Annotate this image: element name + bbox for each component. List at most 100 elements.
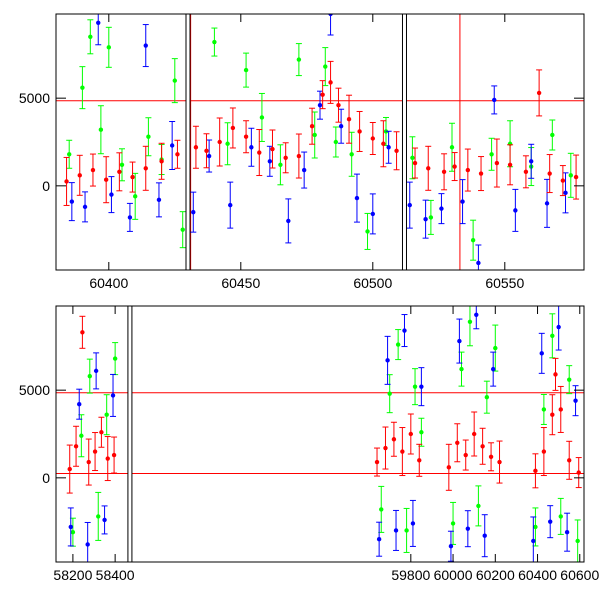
data-point xyxy=(387,391,392,396)
data-point xyxy=(217,139,222,145)
series-1 xyxy=(67,306,579,562)
y-tick-label: 5000 xyxy=(19,382,50,398)
data-point xyxy=(86,459,91,465)
data-point xyxy=(539,351,544,356)
data-point xyxy=(493,345,498,351)
data-point xyxy=(96,20,101,25)
data-point xyxy=(249,145,254,150)
data-point xyxy=(169,143,175,148)
data-point xyxy=(484,394,490,400)
data-point xyxy=(541,449,547,454)
data-point xyxy=(69,199,75,204)
data-point xyxy=(301,167,307,173)
data-point xyxy=(286,218,291,224)
data-point xyxy=(507,162,513,167)
data-point xyxy=(370,136,375,141)
data-point xyxy=(560,178,566,183)
x-tick-label: 60200 xyxy=(476,567,515,583)
data-point xyxy=(567,458,572,463)
data-point xyxy=(410,521,416,526)
x-tick-label: 60450 xyxy=(221,275,260,291)
data-point xyxy=(463,452,468,458)
data-point xyxy=(102,517,107,523)
data-point xyxy=(296,153,302,159)
data-point xyxy=(270,146,275,152)
data-point xyxy=(381,141,386,146)
plot-frame xyxy=(55,13,585,271)
data-point xyxy=(230,125,236,131)
data-point xyxy=(159,159,164,164)
data-point xyxy=(492,97,497,103)
axis-break-gap xyxy=(402,13,407,271)
data-point xyxy=(476,503,481,509)
data-point xyxy=(558,514,563,519)
data-point xyxy=(336,102,341,108)
data-point xyxy=(536,90,542,96)
data-point xyxy=(419,430,424,435)
data-point xyxy=(103,177,109,182)
y-tick-label: 5000 xyxy=(19,90,50,106)
data-point xyxy=(457,338,462,344)
data-point xyxy=(529,159,534,164)
data-point xyxy=(104,412,109,417)
data-point xyxy=(568,173,573,178)
data-point xyxy=(550,333,555,339)
data-point xyxy=(465,167,471,173)
data-point xyxy=(112,356,118,361)
x-tick-label: 60400 xyxy=(89,275,128,291)
data-point xyxy=(370,211,375,217)
data-point xyxy=(204,148,209,153)
data-point xyxy=(460,199,465,204)
data-point xyxy=(459,366,464,372)
data-point xyxy=(465,526,471,531)
data-point xyxy=(428,215,434,220)
data-point xyxy=(426,166,431,171)
data-point xyxy=(225,141,230,146)
data-point xyxy=(77,173,82,178)
data-point xyxy=(243,67,249,73)
data-point xyxy=(450,521,456,526)
data-point xyxy=(323,64,328,69)
data-point xyxy=(553,372,558,377)
axis-break-gap xyxy=(186,13,190,271)
data-point xyxy=(383,445,388,451)
data-point xyxy=(523,169,529,175)
data-point xyxy=(394,148,399,153)
data-point xyxy=(278,162,283,167)
data-point xyxy=(556,324,561,330)
data-point xyxy=(575,538,580,544)
x-tick-label: 60000 xyxy=(434,567,473,583)
data-point xyxy=(130,174,135,180)
data-point xyxy=(243,134,249,139)
data-point xyxy=(87,373,92,379)
data-point xyxy=(212,39,217,45)
x-tick-label: 60550 xyxy=(485,275,524,291)
data-point xyxy=(541,407,547,412)
data-point xyxy=(452,164,457,169)
data-point xyxy=(96,514,101,519)
data-point xyxy=(544,201,550,206)
data-point xyxy=(257,150,262,155)
data-point xyxy=(391,437,397,442)
data-point xyxy=(395,342,401,347)
data-point xyxy=(441,169,447,175)
data-point xyxy=(338,124,344,129)
data-point xyxy=(143,166,148,171)
data-point xyxy=(402,328,407,333)
data-point xyxy=(180,227,185,232)
data-point xyxy=(489,152,494,157)
axis-break-gap xyxy=(127,305,132,563)
data-point xyxy=(386,145,391,150)
data-point xyxy=(117,169,122,175)
chart-top-panel: 60400 60450 60500 60550 0 5000 xyxy=(19,13,585,291)
data-point xyxy=(175,152,180,157)
data-point xyxy=(267,159,273,164)
data-point xyxy=(488,454,494,459)
data-point xyxy=(412,384,418,389)
data-point xyxy=(393,528,399,533)
data-point xyxy=(320,92,325,97)
data-point xyxy=(407,202,412,208)
data-point xyxy=(446,465,452,470)
data-point xyxy=(99,430,104,435)
data-point xyxy=(573,398,578,403)
